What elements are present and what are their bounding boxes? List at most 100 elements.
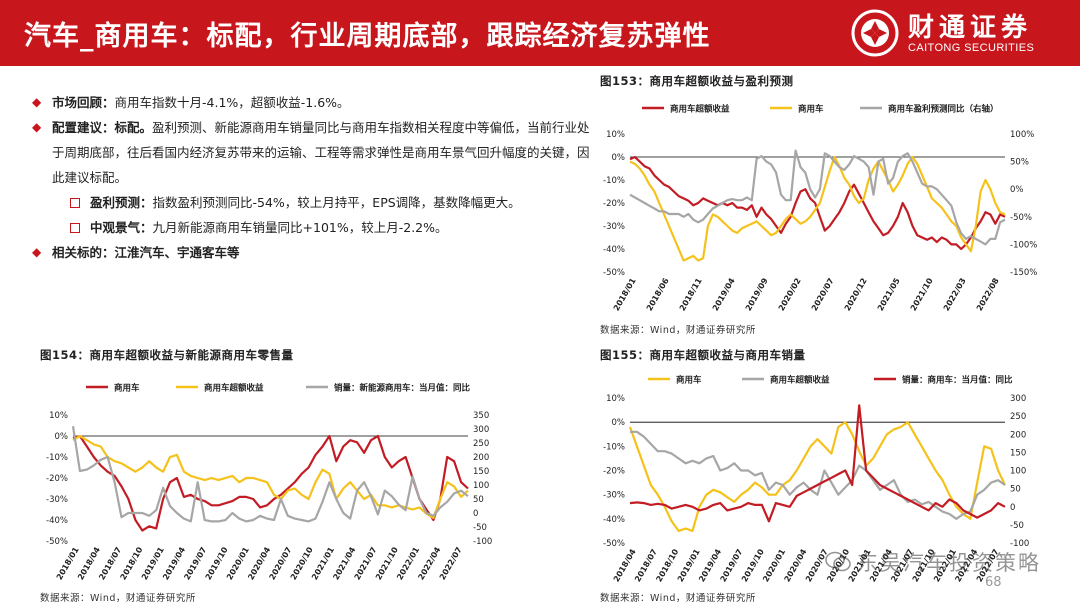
right-tick-label: 300 [473,425,489,435]
bullet-text: 盈利预测、新能源商用车销量同比与商用车指数相关程度中等偏低，当前行业处于周期底部… [52,120,590,185]
checkbox-square-icon [70,223,80,233]
sub-bullet-profit-forecast: 盈利预测：指数盈利预测同比-54%，较上月持平，EPS调降，基数降幅更大。 [32,190,592,215]
page-number: 68 [985,575,1002,590]
sub-bullet-text: 九月新能源商用车销量同比+101%，较上月-2.2%。 [152,220,448,235]
chart-154: 商用车 商用车超额收益 销量：新能源商用车：当月值：同比 10% 0% -10% -20% -… [46,383,492,582]
left-tick-label: 10% [606,130,625,140]
bullet-related-targets: ◆ 相关标的：江淮汽车、宇通客车等 [32,240,592,265]
bullet-allocation: ◆ 配置建议：标配。盈利预测、新能源商用车销量同比与商用车指数相关程度中等偏低，… [32,115,592,190]
checkbox-square-icon [70,198,80,208]
right-tick-label: -100 [473,537,492,547]
right-tick-label: 250 [473,439,489,449]
bullet-dot-icon: ◆ [32,120,42,134]
right-tick-label: 100% [1010,130,1034,140]
x-tick-label: 2020/02 [777,277,803,313]
chart-source-154: 数据来源：Wind，财通证券研究所 [40,593,196,604]
series-line [629,404,1006,523]
legend-label: 商用车超额收益 [204,383,264,394]
right-tick-label: 50 [1010,485,1021,495]
right-tick-label: -50 [1010,521,1024,531]
left-tick-label: -30% [603,222,625,232]
right-tick-label: -50 [473,523,487,533]
bullet-dot-icon: ◆ [32,245,42,259]
series-line [72,434,469,532]
series-line [630,430,1006,520]
left-tick-label: -50% [603,268,625,278]
bullet-dot-icon: ◆ [32,95,42,109]
series-line [629,155,1006,262]
watermark-text: 东吴汽车投资策略 [857,551,1041,575]
legend-label: 商用车超额收益 [770,375,830,386]
right-tick-label: 0 [1010,503,1015,513]
legend-label: 商用车 [676,375,702,386]
left-tick-label: -20% [46,474,68,484]
wechat-icon [825,551,851,572]
left-tick-label: -10% [603,442,625,452]
chart-title-153: 图153：商用车超额收益与盈利预测 [600,74,794,88]
series-line [628,421,1006,532]
legend-label: 商用车超额收益 [670,104,730,115]
right-tick-label: 100 [473,481,489,491]
left-tick-label: 10% [606,394,625,404]
x-tick-label: 2022/03 [942,277,968,313]
left-tick-label: -20% [603,467,625,477]
left-tick-label: -30% [46,495,68,505]
caitong-logo-icon [851,9,899,57]
x-tick-label: 2018/01 [612,276,638,312]
series-line [629,155,1006,251]
x-tick-label: 2021/10 [909,276,935,312]
left-tick-label: 0% [612,418,626,428]
left-tick-label: -10% [46,453,68,463]
bullet-label: 相关标的：江淮汽车、宇通客车等 [52,245,240,260]
legend-label: 销量：商用车：当月值：同比 [902,375,1013,386]
left-tick-label: -10% [603,176,625,186]
right-tick-label: 250 [1010,412,1026,422]
logo-cn-text: 财通证券 [908,13,1033,43]
x-tick-label: 2019/09 [744,276,770,312]
sub-bullet-label: 盈利预测： [90,195,153,210]
x-tick-label: 2018/11 [678,276,704,312]
legend-label: 销量：新能源商用车：当月值：同比 [334,383,471,394]
series-line [629,149,1006,246]
right-tick-label: 200 [473,453,489,463]
left-tick-label: -40% [603,245,625,255]
left-tick-label: -30% [603,491,625,501]
legend-label: 商用车 [798,104,824,115]
logo-en-text: CAITONG SECURITIES [908,42,1035,54]
legend-label: 商用车盈利预测同比（右轴） [888,104,999,115]
legend-label: 商用车 [114,383,140,394]
right-tick-label: 300 [1010,394,1026,404]
left-tick-label: -50% [46,537,68,547]
series-line [72,434,469,519]
chart-title-154: 图154：商用车超额收益与新能源商用车零售量 [40,348,294,362]
left-tick-label: 10% [49,411,68,421]
right-tick-label: 50 [473,495,484,505]
right-tick-label: -100% [1010,240,1037,250]
right-tick-label: 100 [1010,467,1026,477]
brand-logo: 财通证券 CAITONG SECURITIES [850,6,1070,60]
bullet-market-review: ◆ 市场回顾：商用车指数十月-4.1%，超额收益-1.6%。 [32,90,592,115]
bullet-text: 商用车指数十月-4.1%，超额收益-1.6%。 [114,95,350,110]
page-title: 汽车_商用车：标配，行业周期底部，跟踪经济复苏弹性 [24,21,711,52]
x-tick-label: 2018/06 [645,276,671,312]
right-tick-label: 50% [1010,158,1029,168]
chart-155: 商用车 商用车超额收益 销量：商用车：当月值：同比 10% 0% -10% -20% -30%… [603,375,1029,584]
x-tick-label: 2019/04 [711,276,737,312]
right-tick-label: -100 [1010,539,1029,549]
bullet-label: 市场回顾： [52,95,115,110]
left-tick-label: 0% [55,432,69,442]
right-tick-label: 150 [473,467,489,477]
x-tick-label: 2021/05 [876,276,902,312]
right-tick-label: 200 [1010,430,1026,440]
right-tick-label: -150% [1010,268,1037,278]
left-tick-label: 0% [612,153,626,163]
summary-bullets: ◆ 市场回顾：商用车指数十月-4.1%，超额收益-1.6%。 ◆ 配置建议：标配… [32,90,592,265]
chart-title-155: 图155：商用车超额收益与商用车销量 [600,348,806,362]
right-tick-label: 150 [1010,448,1026,458]
series-line [71,426,469,523]
sub-bullet-mid-outlook: 中观景气：九月新能源商用车销量同比+101%，较上月-2.2%。 [32,215,592,240]
left-tick-label: -50% [603,539,625,549]
right-tick-label: 0 [473,509,478,519]
bullet-label: 配置建议：标配。 [52,120,153,135]
left-tick-label: -20% [603,199,625,209]
